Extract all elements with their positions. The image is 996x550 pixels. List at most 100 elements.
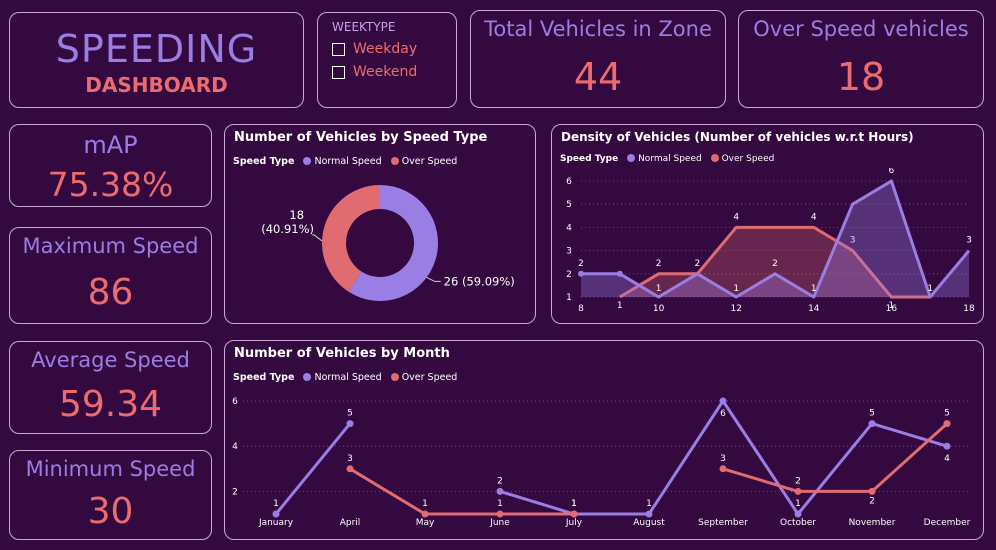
legend-item-normal[interactable]: Normal Speed xyxy=(303,156,382,167)
month-point-over xyxy=(868,487,876,495)
month-point-normal xyxy=(346,420,354,428)
month-data-label-over: 1 xyxy=(422,499,428,509)
density-x-tick: 16 xyxy=(886,304,898,314)
month-data-label-normal: 6 xyxy=(720,409,726,419)
donut-leader-over xyxy=(312,234,323,242)
donut-chart-title: Number of Vehicles by Speed Type xyxy=(234,130,488,145)
month-point-over xyxy=(943,420,951,428)
density-x-tick: 14 xyxy=(808,304,820,314)
density-data-label-normal: 2 xyxy=(695,259,701,269)
density-data-label-normal: 1 xyxy=(656,284,662,294)
donut-legend-title: Speed Type xyxy=(233,156,295,167)
total-vehicles-value: 44 xyxy=(573,55,623,99)
month-data-label-normal: 1 xyxy=(571,499,577,509)
weekday-checkbox[interactable] xyxy=(332,42,345,56)
density-legend-normal-label: Normal Speed xyxy=(638,154,702,164)
month-point-over xyxy=(346,465,354,473)
month-point-over xyxy=(719,465,727,473)
density-area-over xyxy=(619,227,931,297)
density-legend-over[interactable]: Over Speed xyxy=(710,154,774,164)
density-legend-normal[interactable]: Normal Speed xyxy=(627,154,702,164)
density-y-tick: 2 xyxy=(566,270,572,280)
max-speed-card: Maximum Speed 86 xyxy=(9,227,212,324)
month-x-tick: June xyxy=(489,518,510,528)
month-line-normal xyxy=(274,422,352,515)
max-speed-label: Maximum Speed xyxy=(22,234,199,258)
over-speed-label: Over Speed vehicles xyxy=(753,17,969,41)
month-data-label-normal: 5 xyxy=(869,409,875,419)
density-data-label-normal: 1 xyxy=(733,284,739,294)
month-x-tick: October xyxy=(780,518,816,528)
month-chart-card: Number of Vehicles by Month Speed Type N… xyxy=(224,340,984,540)
month-legend-over-label: Over Speed xyxy=(401,372,458,383)
density-data-label-over: 1 xyxy=(889,301,895,311)
map-card: mAP 75.38% xyxy=(9,124,212,207)
month-x-tick: January xyxy=(258,518,294,528)
month-point-normal xyxy=(868,420,876,428)
month-line-chart: 2 4 6 January April May June July August Septembe… xyxy=(232,397,971,528)
month-data-label-over: 5 xyxy=(944,409,950,419)
legend-item-over[interactable]: Over Speed xyxy=(390,156,458,167)
month-data-label-over: 1 xyxy=(497,499,503,509)
dashboard-title: SPEEDING xyxy=(55,27,258,71)
total-vehicles-label: Total Vehicles in Zone xyxy=(484,17,712,41)
weekend-checkbox[interactable] xyxy=(332,65,345,79)
map-label: mAP xyxy=(83,131,138,159)
weekend-option[interactable]: Weekend xyxy=(332,64,417,80)
density-data-label-normal: 1 xyxy=(811,284,817,294)
donut-label-over-count: 18 xyxy=(289,208,304,222)
month-point-normal xyxy=(272,510,280,518)
month-point-over xyxy=(794,487,802,495)
weekday-label: Weekday xyxy=(353,41,418,57)
density-data-label-over: 3 xyxy=(850,236,856,246)
density-data-label-normal: 6 xyxy=(889,168,895,176)
density-point-normal xyxy=(616,270,623,277)
density-legend-title: Speed Type xyxy=(560,154,619,164)
min-speed-card: Minimum Speed 30 xyxy=(9,450,212,540)
density-y-tick: 1 xyxy=(566,293,572,303)
month-legend-over[interactable]: Over Speed xyxy=(390,372,458,383)
slicer-title: WEEKTYPE xyxy=(332,20,396,34)
month-data-label-normal: 1 xyxy=(646,499,652,509)
density-data-label-over: 4 xyxy=(811,212,817,222)
month-data-label-over: 2 xyxy=(869,496,875,506)
donut-slice-over xyxy=(322,185,380,292)
donut-label-normal: 26 (59.09%) xyxy=(444,274,515,288)
month-legend-title: Speed Type xyxy=(233,372,295,383)
month-data-label-over: 2 xyxy=(795,476,801,486)
weekday-option[interactable]: Weekday xyxy=(332,41,417,57)
density-data-label-normal: 3 xyxy=(966,236,972,246)
density-data-label-normal: 1 xyxy=(927,284,933,294)
density-data-label-over: 1 xyxy=(617,301,623,311)
month-line-over xyxy=(349,467,574,516)
density-x-tick: 12 xyxy=(730,304,741,314)
legend-over-label: Over Speed xyxy=(401,156,458,167)
density-chart-card: Density of Vehicles (Number of vehicles … xyxy=(551,124,984,324)
month-x-tick: May xyxy=(416,518,435,528)
month-data-label-normal: 5 xyxy=(347,409,353,419)
month-x-tick: December xyxy=(924,518,971,528)
weekend-label: Weekend xyxy=(353,64,418,80)
month-point-normal xyxy=(943,442,951,450)
donut-slice-normal xyxy=(348,185,438,301)
month-chart-title: Number of Vehicles by Month xyxy=(234,346,450,361)
density-data-label-normal: 2 xyxy=(772,259,778,269)
month-point-normal xyxy=(719,397,727,405)
month-y-tick: 6 xyxy=(232,397,238,407)
donut-label-over-percent: (40.91%) xyxy=(261,222,314,236)
month-data-label-over: 1 xyxy=(571,499,577,509)
month-point-normal xyxy=(794,510,802,518)
month-point-normal xyxy=(496,487,504,495)
donut-leader-normal xyxy=(426,276,441,282)
month-legend-normal[interactable]: Normal Speed xyxy=(303,372,382,383)
dashboard-subtitle: DASHBOARD xyxy=(85,73,228,97)
month-legend: Speed Type Normal Speed Over Speed xyxy=(233,372,463,383)
density-point-normal xyxy=(578,270,584,277)
avg-speed-label: Average Speed xyxy=(31,348,190,372)
title-card: SPEEDING DASHBOARD xyxy=(9,12,304,108)
density-y-tick: 4 xyxy=(566,223,572,233)
month-y-tick: 2 xyxy=(232,487,238,497)
density-data-label-over: 2 xyxy=(656,259,662,269)
speed-type-chart-card: Number of Vehicles by Speed Type Speed T… xyxy=(224,124,536,324)
density-line-over xyxy=(619,225,931,299)
